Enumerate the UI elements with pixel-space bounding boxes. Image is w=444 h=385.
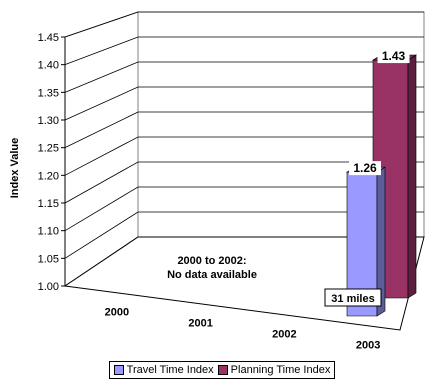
gridline-2 <box>64 186 424 232</box>
data-label-travel-time-index: 1.26 <box>349 161 381 176</box>
y-tick-label-5: 1.25 <box>38 143 59 155</box>
data-label-planning-time-index: 1.43 <box>377 49 410 64</box>
y-tick-label-0: 1.00 <box>38 281 59 293</box>
x-tick-label-2000: 2000 <box>105 307 129 319</box>
data-label-text: 1.43 <box>382 49 406 63</box>
data-label-bg <box>377 49 410 64</box>
legend-swatch-travel-time <box>113 365 124 375</box>
x-axis-ticks: 2000 2001 2002 2003 <box>105 307 381 352</box>
bars <box>345 54 418 317</box>
gridline-8 <box>64 36 424 66</box>
miles-label: 31 miles <box>331 293 374 305</box>
gridline-6 <box>64 86 424 121</box>
gridline-5 <box>64 111 424 149</box>
legend-item-planning-time: Planning Time Index <box>217 363 331 377</box>
y-tick-label-1: 1.05 <box>38 253 59 265</box>
legend-item-travel-time: Travel Time Index <box>113 363 214 377</box>
gridline-9 <box>64 11 424 38</box>
legend: Travel Time Index Planning Time Index <box>0 361 444 385</box>
data-label-bg <box>349 161 381 176</box>
y-tick-label-9: 1.45 <box>38 32 59 44</box>
y-axis-label: Index Value <box>9 138 21 199</box>
gridline-1 <box>64 211 424 259</box>
gridline-4 <box>64 136 424 176</box>
y-tick-label-3: 1.15 <box>38 198 59 210</box>
x-tick-label-2001: 2001 <box>188 318 212 330</box>
no-data-note-line1: 2000 to 2002: <box>177 255 246 267</box>
y-tick-label-6: 1.30 <box>38 115 59 127</box>
y-tick-label-4: 1.20 <box>38 170 59 182</box>
legend-box: Travel Time Index Planning Time Index <box>108 361 336 379</box>
y-tick-label-2: 1.10 <box>38 226 59 238</box>
y-tick-label-8: 1.40 <box>38 60 59 72</box>
miles-annotation: 31 miles <box>324 288 382 307</box>
legend-label-planning-time: Planning Time Index <box>230 364 331 376</box>
legend-swatch-planning-time <box>217 365 228 375</box>
legend-label-travel-time: Travel Time Index <box>126 364 214 376</box>
chart-floor <box>63 236 425 331</box>
y-axis-ticks: 1.00 1.05 1.10 1.15 1.20 1.25 1.30 1.35 1.40 1.45 <box>38 32 66 293</box>
floor-plane <box>63 236 425 331</box>
data-label-text: 1.26 <box>353 161 377 175</box>
bar-travel-time-index-2003 <box>345 166 387 317</box>
x-tick-label-2002: 2002 <box>272 329 296 341</box>
gridline-3 <box>64 161 424 204</box>
bar-side-face <box>407 54 417 299</box>
no-data-note-line2: No data available <box>167 269 257 281</box>
y-tick-label-7: 1.35 <box>38 87 59 99</box>
gridline-7 <box>64 61 424 93</box>
data-labels: 1.43 1.26 <box>349 49 410 176</box>
x-tick-label-2003: 2003 <box>356 340 380 352</box>
